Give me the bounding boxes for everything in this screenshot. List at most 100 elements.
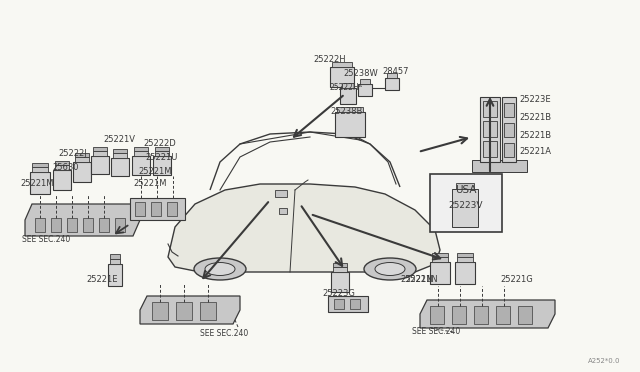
Text: 25222J: 25222J: [58, 150, 87, 158]
Bar: [455, 262, 475, 284]
Bar: [504, 143, 514, 157]
Text: 28457: 28457: [382, 67, 408, 77]
Bar: [200, 302, 216, 320]
Bar: [430, 306, 444, 324]
Polygon shape: [25, 204, 140, 236]
Bar: [176, 302, 192, 320]
Text: 25221U: 25221U: [145, 153, 177, 161]
Text: A252*0.0: A252*0.0: [588, 358, 620, 364]
Text: 25221G: 25221G: [500, 276, 532, 285]
Bar: [99, 218, 109, 232]
Bar: [134, 151, 148, 156]
Bar: [456, 183, 474, 189]
Bar: [432, 257, 448, 262]
Bar: [483, 121, 497, 137]
Text: 25223V: 25223V: [449, 201, 483, 211]
Bar: [32, 167, 48, 172]
Text: 25221M: 25221M: [133, 180, 166, 189]
Bar: [55, 161, 69, 165]
Bar: [279, 208, 287, 214]
Bar: [333, 263, 347, 267]
Text: 25238W: 25238W: [343, 70, 378, 78]
Bar: [472, 160, 527, 172]
Bar: [111, 158, 129, 176]
Bar: [83, 218, 93, 232]
Bar: [32, 163, 48, 167]
Bar: [53, 170, 71, 190]
Bar: [333, 267, 347, 272]
Bar: [110, 259, 120, 264]
Bar: [430, 262, 450, 284]
Text: 25222Hᴬ: 25222Hᴬ: [330, 83, 363, 93]
Bar: [155, 151, 169, 156]
Bar: [385, 78, 399, 90]
Ellipse shape: [205, 263, 235, 276]
Bar: [130, 198, 185, 220]
Text: 25222D: 25222D: [143, 140, 176, 148]
Bar: [115, 218, 125, 232]
Bar: [275, 190, 287, 197]
Text: 25221N: 25221N: [405, 276, 438, 285]
Bar: [153, 156, 171, 175]
Bar: [331, 272, 349, 292]
Bar: [35, 218, 45, 232]
Polygon shape: [140, 296, 240, 324]
Bar: [496, 306, 510, 324]
Text: 25221V: 25221V: [103, 135, 135, 144]
Bar: [337, 107, 363, 112]
Bar: [93, 151, 107, 156]
Polygon shape: [420, 300, 555, 328]
Text: USA: USA: [455, 185, 477, 195]
Bar: [480, 97, 500, 162]
Ellipse shape: [375, 263, 405, 276]
Text: 25223E: 25223E: [519, 94, 550, 103]
Text: SEE SEC.240: SEE SEC.240: [200, 330, 248, 339]
Bar: [110, 254, 120, 259]
Polygon shape: [168, 184, 440, 272]
Bar: [457, 257, 473, 262]
Bar: [151, 202, 161, 216]
Bar: [332, 62, 352, 67]
Bar: [483, 101, 497, 117]
Bar: [334, 299, 344, 309]
Bar: [75, 157, 89, 162]
Bar: [30, 172, 50, 194]
Text: 25238B: 25238B: [330, 108, 362, 116]
Text: 25221M: 25221M: [20, 180, 54, 189]
Bar: [113, 153, 127, 158]
Bar: [91, 156, 109, 174]
Bar: [483, 141, 497, 157]
Text: SEE SEC.240: SEE SEC.240: [412, 327, 460, 337]
Bar: [135, 202, 145, 216]
Bar: [132, 156, 150, 175]
Bar: [432, 253, 448, 257]
Bar: [335, 112, 365, 137]
Bar: [328, 296, 368, 312]
Bar: [518, 306, 532, 324]
Ellipse shape: [194, 258, 246, 280]
Bar: [342, 83, 354, 88]
Bar: [67, 218, 77, 232]
Bar: [330, 67, 354, 87]
Text: 25221N: 25221N: [400, 276, 433, 285]
Bar: [51, 218, 61, 232]
Bar: [358, 84, 372, 96]
Bar: [430, 174, 502, 232]
Bar: [504, 123, 514, 137]
Bar: [457, 253, 473, 257]
Text: 25221B: 25221B: [519, 112, 551, 122]
Text: 25222H: 25222H: [313, 55, 346, 64]
Bar: [504, 103, 514, 117]
Bar: [73, 162, 91, 182]
Bar: [360, 79, 370, 84]
Bar: [134, 147, 148, 151]
Bar: [55, 165, 69, 170]
Text: 25221B: 25221B: [519, 131, 551, 140]
Bar: [474, 306, 488, 324]
Bar: [387, 73, 397, 78]
Bar: [113, 149, 127, 153]
Bar: [93, 147, 107, 151]
Bar: [108, 264, 122, 286]
Text: 25221M: 25221M: [138, 167, 172, 176]
Bar: [452, 189, 478, 227]
